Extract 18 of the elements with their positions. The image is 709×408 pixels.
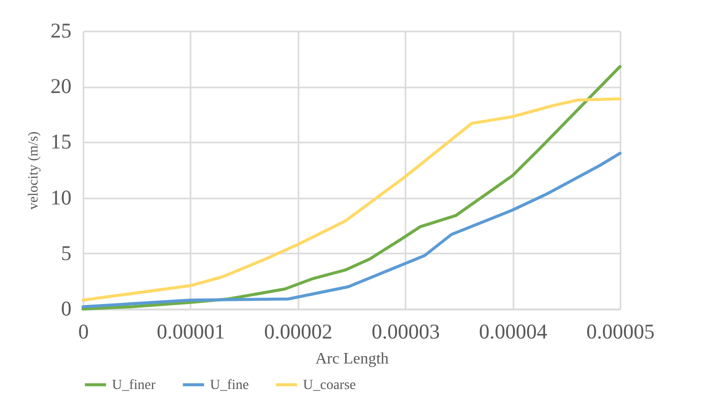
line-series bbox=[82, 97, 622, 302]
y-tick-label: 0 bbox=[61, 296, 72, 320]
x-axis-title: Arc Length bbox=[315, 350, 389, 368]
x-tick-label: 0 bbox=[78, 320, 89, 344]
legend-label: U_finer bbox=[112, 378, 156, 393]
x-tick-label: 0.00003 bbox=[372, 320, 440, 344]
legend-label: U_fine bbox=[210, 378, 249, 393]
x-tick-label: 0.00004 bbox=[478, 320, 548, 344]
y-tick-label: 5 bbox=[61, 240, 72, 265]
x-tick-label: 0.00001 bbox=[156, 320, 226, 344]
legend-label: U_coarse bbox=[303, 378, 356, 393]
y-tick-label: 15 bbox=[50, 130, 72, 154]
x-tick-label: 0.00002 bbox=[264, 320, 332, 344]
y-tick-label: 10 bbox=[50, 185, 72, 210]
y-tick-label: 25 bbox=[50, 18, 72, 42]
x-tick-label: 0.00005 bbox=[586, 320, 655, 344]
y-axis-title: velocity (m/s) bbox=[26, 131, 42, 210]
y-tick-label: 20 bbox=[50, 74, 72, 98]
